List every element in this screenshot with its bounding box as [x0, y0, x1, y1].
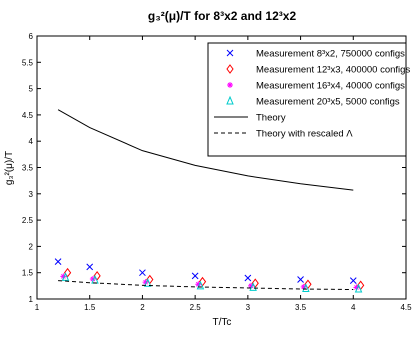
- legend-label: Theory with rescaled Λ: [256, 129, 353, 140]
- marker-stroke: [86, 263, 94, 271]
- legend-marker: [226, 49, 234, 57]
- x-tick-label: 3.5: [295, 303, 307, 312]
- x-tick-label: 2.5: [190, 303, 202, 312]
- legend-marker: [227, 82, 233, 88]
- x-tick-label: 3: [246, 303, 251, 312]
- legend-label: Measurement 16³x4, 40000 configs: [256, 81, 405, 92]
- x-tick-label: 4.5: [400, 303, 412, 312]
- x-axis-label: T/Tc: [213, 317, 232, 328]
- data-point-series-1: [54, 258, 62, 266]
- marker-stroke: [54, 258, 62, 266]
- data-point-series-1: [191, 272, 199, 280]
- chart-title: g₃²(μ)/T for 8³x2 and 12³x2: [148, 9, 297, 23]
- data-point-series-1: [139, 269, 146, 277]
- data-point-series-1: [86, 263, 94, 271]
- marker-stroke: [297, 276, 304, 283]
- legend-label: Measurement 12³x3, 400000 configs: [256, 65, 410, 76]
- rescaled-theory-line: [58, 280, 354, 291]
- x-tick-label: 1: [35, 303, 40, 312]
- legend: Measurement 8³x2, 750000 configs Measurem…: [207, 42, 410, 157]
- y-tick-label: 6: [29, 32, 34, 41]
- y-tick-label: 4: [29, 137, 34, 146]
- y-tick-label: 5.5: [22, 58, 34, 67]
- marker-stroke: [226, 49, 234, 57]
- y-tick-label: 2: [29, 242, 34, 251]
- y-tick-label: 1.5: [22, 269, 34, 278]
- data-point-series-1: [297, 276, 304, 283]
- data-point-series-4: [302, 283, 310, 292]
- theory-line: [57, 109, 354, 191]
- data-point-series-4: [61, 272, 70, 281]
- y-tick-label: 2.5: [22, 216, 34, 225]
- legend-marker: [226, 95, 234, 105]
- y-tick-label: 4.5: [22, 111, 34, 120]
- legend-marker: [226, 64, 234, 74]
- x-ticks: 1 1.5 2 2.5 3 3.5 4 4.5: [35, 36, 412, 312]
- data-point-series-1: [244, 274, 252, 282]
- y-tick-label: 1: [29, 295, 34, 304]
- data-point-series-1: [349, 277, 357, 284]
- legend-box: [207, 42, 407, 157]
- marker-stroke: [244, 274, 252, 282]
- marker-stroke: [191, 272, 199, 280]
- y-tick-label: 3.5: [22, 164, 34, 173]
- data-point-series-4: [249, 282, 257, 291]
- data-point-series-4: [196, 280, 205, 290]
- legend-label: Theory: [256, 113, 286, 124]
- legend-label: Measurement 8³x2, 750000 configs: [256, 49, 405, 60]
- data-point-series-2: [63, 267, 72, 278]
- y-tick-label: 3: [29, 190, 34, 199]
- marker-stroke: [349, 277, 357, 284]
- legend-label: Measurement 20³x5, 5000 configs: [256, 97, 400, 108]
- y-tick-label: 5: [29, 85, 34, 94]
- marker-stroke: [139, 269, 146, 277]
- marker-stroke: [227, 82, 233, 88]
- data-point-series-4: [143, 277, 152, 287]
- series-layer: [54, 109, 365, 293]
- x-tick-label: 4: [351, 303, 356, 312]
- x-tick-label: 2: [140, 303, 145, 312]
- x-tick-label: 1.5: [84, 303, 96, 312]
- data-point-series-4: [354, 283, 363, 293]
- y-axis-label: g₃²(μ)/T: [4, 151, 15, 185]
